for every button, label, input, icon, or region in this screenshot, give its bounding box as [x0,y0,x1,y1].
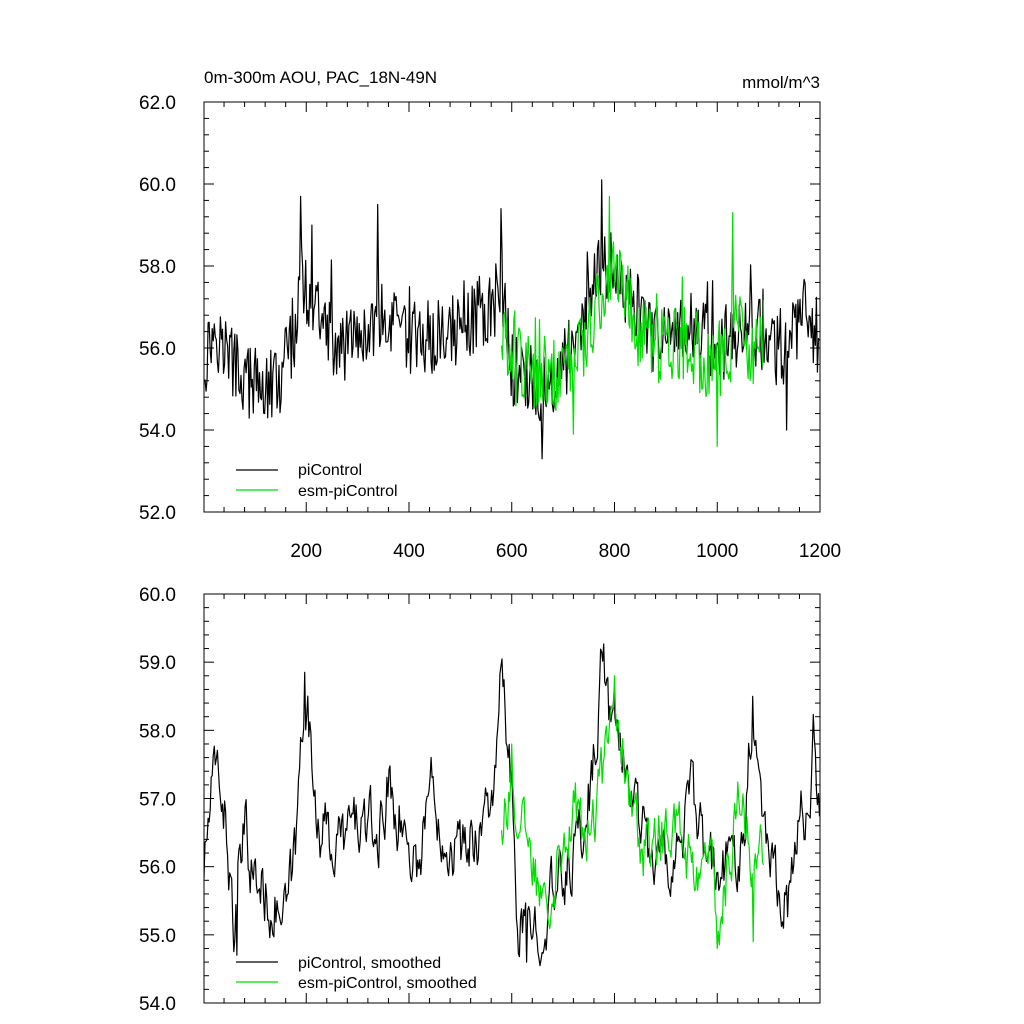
y-tick-label: 60.0 [139,585,176,606]
bottom-axes: 54.0 55.0 56.0 57.0 58.0 59.0 60.0 [139,585,821,1015]
top-panel-units: mmol/m^3 [742,73,820,92]
x-tick-label: 600 [496,541,528,562]
bottom-series-group [204,643,820,967]
legend-label-picontrol-smoothed: piControl, smoothed [298,955,441,972]
legend-label-esm-picontrol-smoothed: esm-piControl, smoothed [298,975,477,992]
x-tick-label: 800 [599,541,631,562]
top-series-group [204,179,820,460]
y-tick-label: 62.0 [139,93,176,114]
y-tick-label: 59.0 [139,653,176,674]
y-tick-label: 60.0 [139,175,176,196]
y-tick-label: 54.0 [139,421,176,442]
x-tick-label: 400 [393,541,425,562]
y-tick-label: 58.0 [139,257,176,278]
top-axes: 52.0 54.0 56.0 58.0 60.0 62.0 200 400 600 800 1000… [139,93,841,562]
y-tick-label: 56.0 [139,339,176,360]
y-tick-label: 56.0 [139,858,176,879]
top-panel: 0m-300m AOU, PAC_18N-49N mmol/m^3 52.0 54… [139,68,841,562]
series-line-picontrol-smoothed [204,643,820,967]
x-tick-label: 200 [290,541,322,562]
series-line-esm-picontrol [500,195,765,447]
top-legend: piControl esm-piControl [236,462,398,500]
plot-area [204,643,820,967]
x-tick-label: 1200 [799,541,841,562]
series-line-picontrol [204,179,820,460]
bottom-panel: 54.0 55.0 56.0 57.0 58.0 59.0 60.0 piControl, … [139,585,821,1015]
y-tick-label: 55.0 [139,926,176,947]
series-line-esm-picontrol-smoothed [500,675,765,950]
top-panel-title: 0m-300m AOU, PAC_18N-49N [204,68,437,87]
legend-label-picontrol: piControl [298,462,362,479]
plot-area [204,179,820,460]
y-tick-label: 57.0 [139,790,176,811]
plot-frame [203,101,821,513]
legend-label-esm-picontrol: esm-piControl [298,483,398,500]
y-tick-label: 54.0 [139,994,176,1015]
plot-frame [203,593,821,1004]
x-tick-label: 1000 [696,541,738,562]
bottom-legend: piControl, smoothed esm-piControl, smoot… [236,955,477,992]
y-tick-label: 58.0 [139,721,176,742]
y-tick-label: 52.0 [139,503,176,524]
